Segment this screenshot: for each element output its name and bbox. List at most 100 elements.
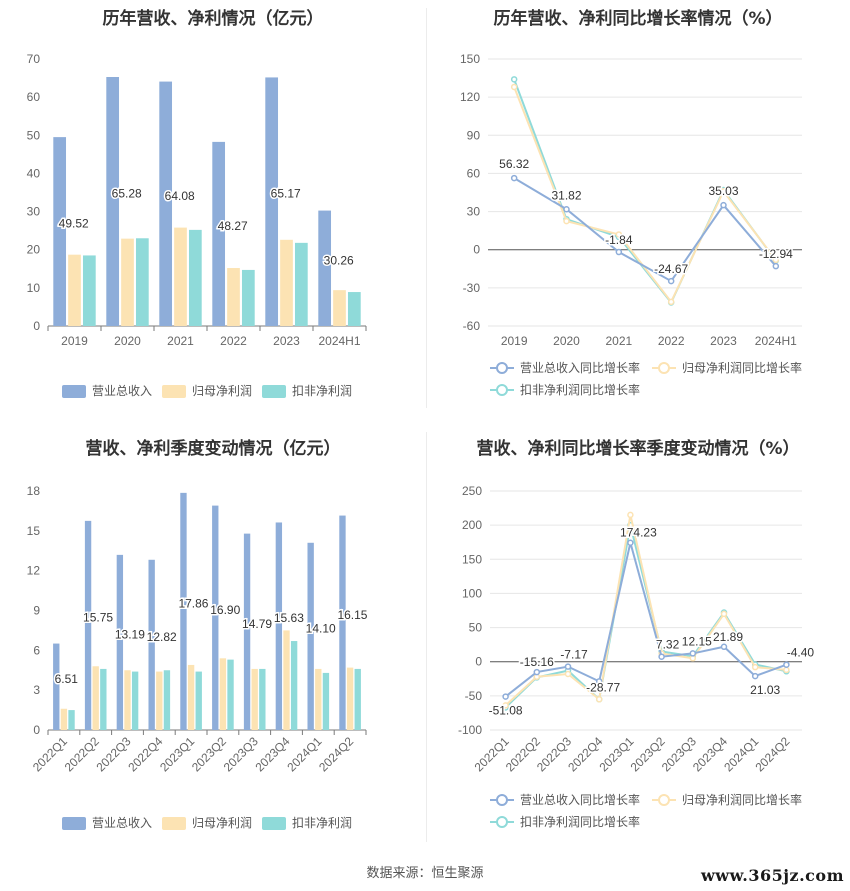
y-tick-label: 30 bbox=[27, 205, 41, 219]
point-2-2022Q1 bbox=[502, 702, 509, 709]
y-tick-label: 20 bbox=[27, 243, 41, 257]
y-tick-label: 50 bbox=[469, 621, 483, 635]
point-2-2024H1 bbox=[772, 256, 780, 264]
x-tick-label: 2020 bbox=[114, 334, 141, 348]
point-1-2022Q3 bbox=[564, 663, 572, 670]
bar-1-2023Q1 bbox=[180, 492, 187, 730]
legend-label: 营业总收入 bbox=[92, 816, 152, 830]
point-1-2024H1 bbox=[772, 262, 780, 270]
legend-label: 扣非净利润 bbox=[292, 384, 352, 398]
point-1-2019 bbox=[510, 174, 518, 182]
y-tick-label: 9 bbox=[33, 604, 40, 618]
y-tick-label: 18 bbox=[27, 484, 41, 498]
x-tick-label: 2021 bbox=[605, 334, 632, 348]
y-tick-label: 60 bbox=[467, 166, 481, 180]
y-tick-label: 10 bbox=[27, 281, 41, 295]
legend-circle-marker bbox=[496, 384, 508, 396]
y-tick-label: 12 bbox=[27, 564, 41, 578]
bar-3-2023Q2 bbox=[227, 659, 234, 730]
point-2-2022Q3 bbox=[564, 670, 572, 678]
bar-3-2019 bbox=[82, 255, 96, 326]
bar-3-2022Q3 bbox=[131, 671, 139, 730]
bar-2-2022Q4 bbox=[156, 671, 163, 730]
legend-circle-marker bbox=[658, 794, 670, 806]
point-2-2024Q1 bbox=[751, 663, 759, 671]
bar-1-2021 bbox=[159, 81, 173, 326]
data-label: 15.63 bbox=[274, 611, 304, 625]
bar-1-2022Q1 bbox=[53, 643, 60, 730]
y-tick-label: 50 bbox=[27, 128, 41, 142]
legend-item-2: 归母净利润同比增长率 bbox=[652, 360, 802, 375]
bar-1-2024Q2 bbox=[339, 515, 346, 730]
bar-3-2023Q4 bbox=[290, 641, 298, 730]
y-tick-label: 0 bbox=[473, 243, 480, 257]
point-2-2023 bbox=[720, 187, 727, 195]
legend-swatch bbox=[262, 385, 286, 398]
bar-2-2024Q1 bbox=[315, 668, 322, 730]
y-tick-label: 150 bbox=[460, 52, 480, 66]
legend-item-3: 扣非净利润同比增长率 bbox=[490, 382, 640, 397]
point-2-2023Q1 bbox=[627, 511, 634, 519]
point-2-2023Q4 bbox=[720, 610, 728, 618]
data-label: 174.23 bbox=[620, 526, 657, 540]
watermark-logo: www.365jz.com bbox=[701, 866, 844, 885]
x-tick-label: 2024Q2 bbox=[316, 734, 356, 774]
bar-3-2024H1 bbox=[347, 292, 361, 326]
bar-2-2024Q2 bbox=[346, 667, 354, 730]
bar-3-2021 bbox=[188, 229, 202, 326]
data-label: 7.32 bbox=[656, 638, 680, 652]
legend-label: 归母净利润同比增长率 bbox=[682, 360, 802, 375]
data-label: -12.94 bbox=[759, 247, 793, 261]
x-tick-label: 2019 bbox=[61, 334, 88, 348]
legend-label: 归母净利润 bbox=[192, 816, 252, 830]
y-tick-label: 30 bbox=[467, 205, 481, 219]
y-tick-label: -100 bbox=[458, 723, 482, 737]
y-tick-label: -60 bbox=[463, 319, 481, 333]
bar-1-2022Q2 bbox=[84, 520, 92, 730]
data-label: 30.26 bbox=[324, 253, 354, 267]
legend-circle-marker bbox=[496, 362, 508, 374]
data-label: 14.79 bbox=[242, 617, 272, 631]
data-label: 65.17 bbox=[271, 187, 301, 201]
data-label: 15.75 bbox=[83, 610, 113, 624]
bar-1-2023Q3 bbox=[243, 533, 251, 730]
legend-swatch bbox=[162, 385, 186, 398]
point-1-2023Q4 bbox=[720, 643, 728, 651]
legend-label: 归母净利润同比增长率 bbox=[682, 792, 802, 807]
bar-2-2022Q1 bbox=[60, 708, 68, 730]
chart1-title: 历年营收、净利情况（亿元） bbox=[102, 9, 324, 29]
data-label: -51.08 bbox=[489, 704, 523, 718]
y-tick-label: 6 bbox=[33, 643, 40, 657]
bar-3-2023Q1 bbox=[195, 671, 202, 730]
legend-swatch bbox=[62, 817, 86, 830]
legend-circle-marker bbox=[496, 816, 508, 828]
bar-3-2023 bbox=[294, 242, 308, 326]
series-line-1 bbox=[513, 177, 777, 283]
data-label: 48.27 bbox=[218, 219, 248, 233]
x-tick-label: 2022 bbox=[220, 334, 247, 348]
data-label: -24.67 bbox=[654, 262, 688, 276]
data-label: 65.28 bbox=[112, 187, 142, 201]
bar-2-2022 bbox=[227, 268, 240, 326]
point-2-2021 bbox=[615, 231, 623, 238]
y-tick-label: 3 bbox=[33, 683, 40, 697]
legend-label: 扣非净利润同比增长率 bbox=[520, 814, 640, 829]
legend-label: 营业总收入同比增长率 bbox=[520, 360, 640, 375]
x-tick-label: 2024H1 bbox=[755, 334, 797, 348]
legend-item-2: 归母净利润 bbox=[162, 384, 252, 398]
x-tick-label: 2019 bbox=[501, 334, 528, 348]
y-tick-label: 150 bbox=[462, 552, 482, 566]
bar-3-2022Q1 bbox=[68, 710, 75, 730]
legend-item-3: 扣非净利润 bbox=[262, 384, 352, 398]
annual-growth-rate-line-chart: -60 -30 0 30 60 90 120 150 2019 2020 2021 2022 2023 2… bbox=[460, 52, 802, 397]
y-tick-label: 70 bbox=[27, 52, 41, 66]
y-tick-label: 250 bbox=[462, 484, 482, 498]
bar-3-2022Q4 bbox=[163, 670, 171, 730]
bar-1-2020 bbox=[106, 77, 120, 326]
legend-item-3: 扣非净利润 bbox=[262, 816, 352, 830]
data-label: 31.82 bbox=[551, 188, 581, 202]
data-label: -4.40 bbox=[787, 646, 815, 660]
chart2-title: 历年营收、净利同比增长率情况（%） bbox=[493, 9, 783, 29]
data-label: 16.90 bbox=[210, 603, 240, 617]
panel-divider-top bbox=[426, 8, 427, 408]
